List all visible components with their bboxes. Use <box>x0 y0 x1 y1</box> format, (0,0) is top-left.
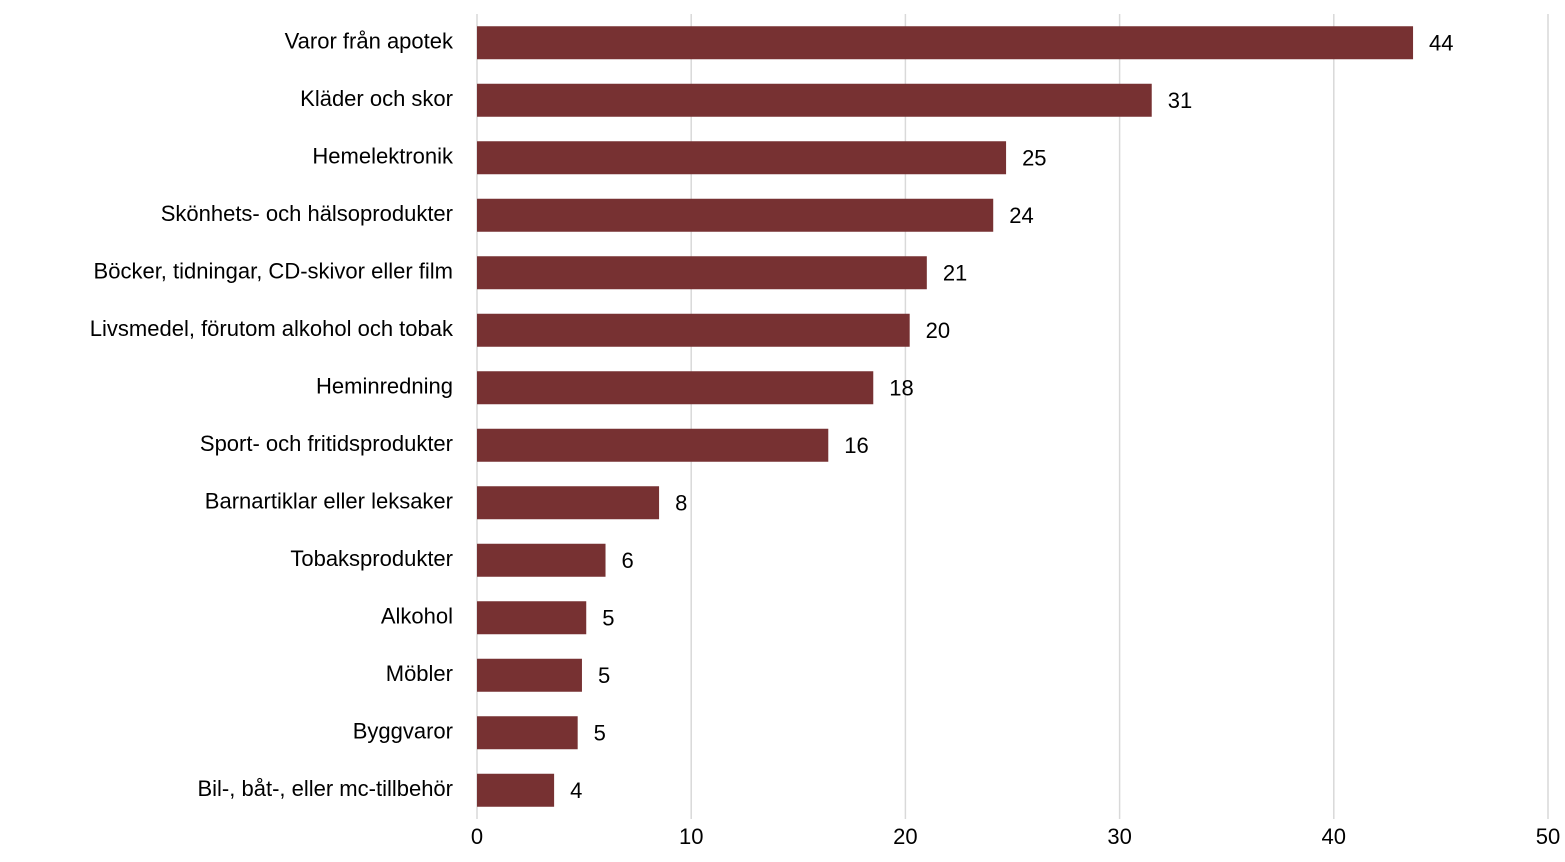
bar <box>477 256 927 290</box>
bar <box>477 428 829 462</box>
category-labels: Varor från apotek Kläder och skor Hemelekt… <box>90 29 454 802</box>
x-axis-tick-labels: 0 10 20 30 40 50 <box>471 824 1560 849</box>
category-label: Böcker, tidningar, CD-skivor eller film <box>94 259 453 284</box>
bar <box>477 83 1152 117</box>
bar <box>477 371 874 405</box>
data-label: 5 <box>598 663 610 688</box>
bar <box>477 26 1414 60</box>
bar <box>477 658 582 692</box>
data-label: 4 <box>570 778 582 803</box>
value-labels: 44 31 25 24 21 20 18 16 8 6 5 5 5 4 <box>570 31 1453 804</box>
data-label: 6 <box>622 548 634 573</box>
x-tick-label: 20 <box>893 824 917 849</box>
data-label: 31 <box>1168 88 1192 113</box>
data-label: 5 <box>594 721 606 746</box>
bars <box>477 26 1414 807</box>
data-label: 21 <box>943 261 967 286</box>
x-tick-label: 0 <box>471 824 483 849</box>
data-label: 24 <box>1009 203 1033 228</box>
category-label: Skönhets- och hälsoprodukter <box>161 201 453 226</box>
bar <box>477 601 587 635</box>
category-label: Möbler <box>386 661 453 686</box>
category-label: Varor från apotek <box>285 29 454 54</box>
category-label: Sport- och fritidsprodukter <box>200 431 453 456</box>
data-label: 25 <box>1022 146 1046 171</box>
x-tick-label: 10 <box>679 824 703 849</box>
bar <box>477 198 994 232</box>
category-label: Byggvaror <box>353 719 453 744</box>
bar <box>477 716 578 750</box>
data-label: 18 <box>889 376 913 401</box>
category-label: Kläder och skor <box>300 86 453 111</box>
category-label: Alkohol <box>381 604 453 629</box>
category-label: Heminredning <box>316 374 453 399</box>
category-label: Hemelektronik <box>312 144 454 169</box>
bar <box>477 486 660 520</box>
data-label: 20 <box>926 318 950 343</box>
category-label: Tobaksprodukter <box>290 546 453 571</box>
bar <box>477 141 1007 175</box>
bar <box>477 543 606 577</box>
category-label: Livsmedel, förutom alkohol och tobak <box>90 316 454 341</box>
x-tick-label: 30 <box>1107 824 1131 849</box>
x-tick-label: 50 <box>1536 824 1560 849</box>
data-label: 5 <box>602 606 614 631</box>
category-label: Bil-, båt-, eller mc-tillbehör <box>197 776 453 801</box>
gridlines <box>476 14 1549 819</box>
category-label: Barnartiklar eller leksaker <box>205 489 453 514</box>
bar <box>477 313 910 347</box>
x-tick-label: 40 <box>1322 824 1346 849</box>
data-label: 16 <box>844 433 868 458</box>
bar <box>477 773 555 807</box>
data-label: 8 <box>675 491 687 516</box>
data-label: 44 <box>1429 31 1453 56</box>
